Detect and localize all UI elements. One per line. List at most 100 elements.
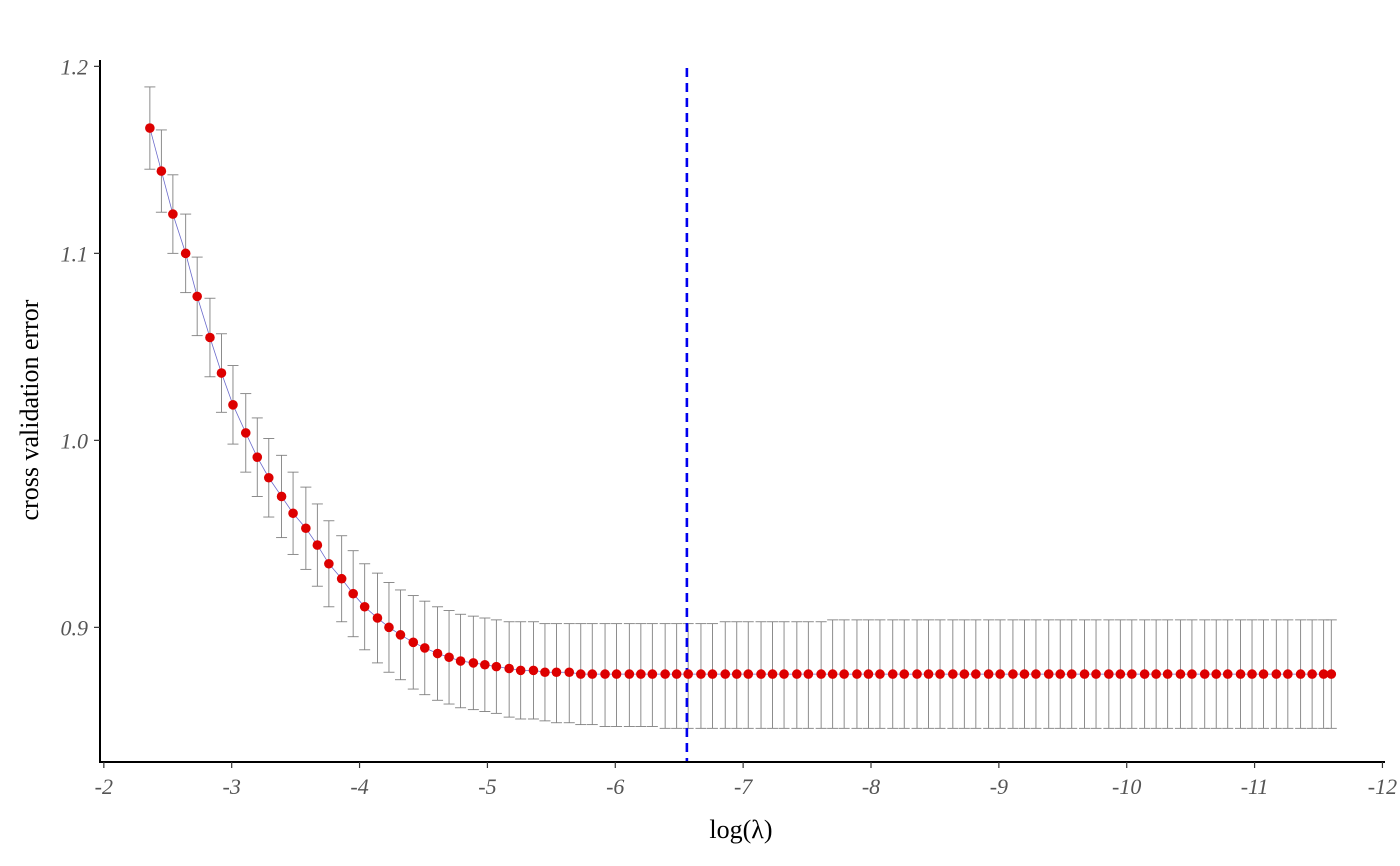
- data-point: [803, 669, 814, 679]
- data-point: [395, 630, 406, 640]
- data-point: [707, 669, 718, 679]
- data-point: [1247, 669, 1257, 679]
- data-point: [959, 669, 970, 679]
- data-point: [528, 665, 539, 676]
- data-point: [1318, 669, 1329, 679]
- x-axis-title: log(λ): [709, 815, 772, 844]
- data-point: [1211, 669, 1222, 679]
- data-point: [731, 669, 742, 679]
- data-point: [827, 669, 838, 679]
- data-point: [252, 452, 263, 462]
- data-point: [228, 400, 238, 410]
- data-point: [1175, 669, 1186, 679]
- data-point: [515, 665, 526, 676]
- data-point: [660, 669, 670, 679]
- y-tick-label: 1.2: [61, 54, 89, 79]
- data-point: [839, 669, 849, 679]
- data-point: [263, 472, 274, 483]
- data-point: [1258, 669, 1269, 679]
- series-line: [149, 127, 1332, 675]
- data-point: [168, 209, 178, 219]
- data-point: [1055, 669, 1066, 679]
- data-point: [180, 248, 191, 259]
- data-point: [192, 291, 202, 302]
- data-point: [551, 667, 562, 678]
- data-point: [1066, 669, 1077, 679]
- data-point: [1043, 669, 1054, 679]
- data-point: [995, 669, 1005, 679]
- data-point: [156, 166, 167, 176]
- data-point: [205, 332, 215, 343]
- data-point: [359, 601, 370, 612]
- data-point: [1162, 669, 1173, 679]
- data-points: [145, 123, 1337, 679]
- data-point: [288, 508, 298, 519]
- x-tick-label: -3: [223, 774, 241, 799]
- data-point: [624, 669, 635, 679]
- y-tick-label: 1.0: [61, 428, 89, 453]
- x-tick-label: -5: [478, 774, 496, 799]
- data-point: [540, 667, 550, 678]
- data-point: [779, 669, 789, 679]
- data-point: [671, 669, 682, 679]
- data-point: [743, 669, 754, 679]
- x-tick-label: -12: [1368, 774, 1397, 799]
- data-point: [1326, 669, 1337, 679]
- data-point: [1104, 669, 1114, 679]
- data-point: [1187, 669, 1197, 679]
- data-point: [384, 622, 394, 633]
- data-point: [899, 669, 910, 679]
- data-point: [863, 669, 874, 679]
- y-tick-label: 1.1: [61, 241, 89, 266]
- data-point: [1307, 669, 1317, 679]
- data-point: [696, 669, 706, 679]
- data-point: [468, 658, 479, 668]
- data-point: [600, 669, 610, 679]
- data-point: [301, 523, 311, 534]
- data-point: [276, 491, 287, 502]
- data-point: [875, 669, 885, 679]
- y-tick-label: 0.9: [61, 615, 89, 640]
- x-tick-label: -6: [606, 774, 624, 799]
- data-point: [935, 669, 945, 679]
- data-point: [647, 669, 658, 679]
- data-point: [480, 659, 490, 670]
- data-point: [408, 637, 419, 648]
- data-point: [1079, 669, 1090, 679]
- x-tick-label: -8: [862, 774, 880, 799]
- data-point: [720, 669, 731, 679]
- x-tick-label: -2: [95, 774, 113, 799]
- data-point: [1235, 669, 1246, 679]
- axes: -2 -3 -4 -5 -6 -7 -8 -9 -10 -11 -12 0.9 1.0 1.1 1.2: [61, 54, 1398, 799]
- data-point: [756, 669, 766, 679]
- data-point: [1199, 669, 1210, 679]
- data-point: [575, 669, 586, 679]
- data-point: [348, 588, 358, 599]
- data-point: [324, 558, 334, 569]
- data-point: [372, 613, 383, 623]
- data-point: [444, 652, 454, 663]
- data-point: [1151, 669, 1161, 679]
- data-point: [312, 540, 323, 550]
- data-point: [1222, 669, 1233, 679]
- data-point: [504, 663, 514, 674]
- data-point: [455, 656, 466, 666]
- data-point: [1115, 669, 1126, 679]
- data-point: [887, 669, 898, 679]
- data-point: [419, 643, 430, 653]
- data-point: [1008, 669, 1018, 679]
- data-point: [852, 669, 862, 679]
- data-point: [923, 669, 934, 679]
- data-point: [1127, 669, 1137, 679]
- data-point: [948, 669, 958, 679]
- series-line-path: [149, 127, 1332, 675]
- data-point: [792, 669, 802, 679]
- data-point: [432, 648, 443, 659]
- data-point: [145, 123, 155, 133]
- data-point: [912, 669, 922, 679]
- data-point: [1091, 669, 1101, 679]
- x-tick-label: -11: [1241, 774, 1269, 799]
- data-point: [491, 661, 502, 672]
- data-point: [564, 667, 575, 678]
- data-point: [1271, 669, 1282, 679]
